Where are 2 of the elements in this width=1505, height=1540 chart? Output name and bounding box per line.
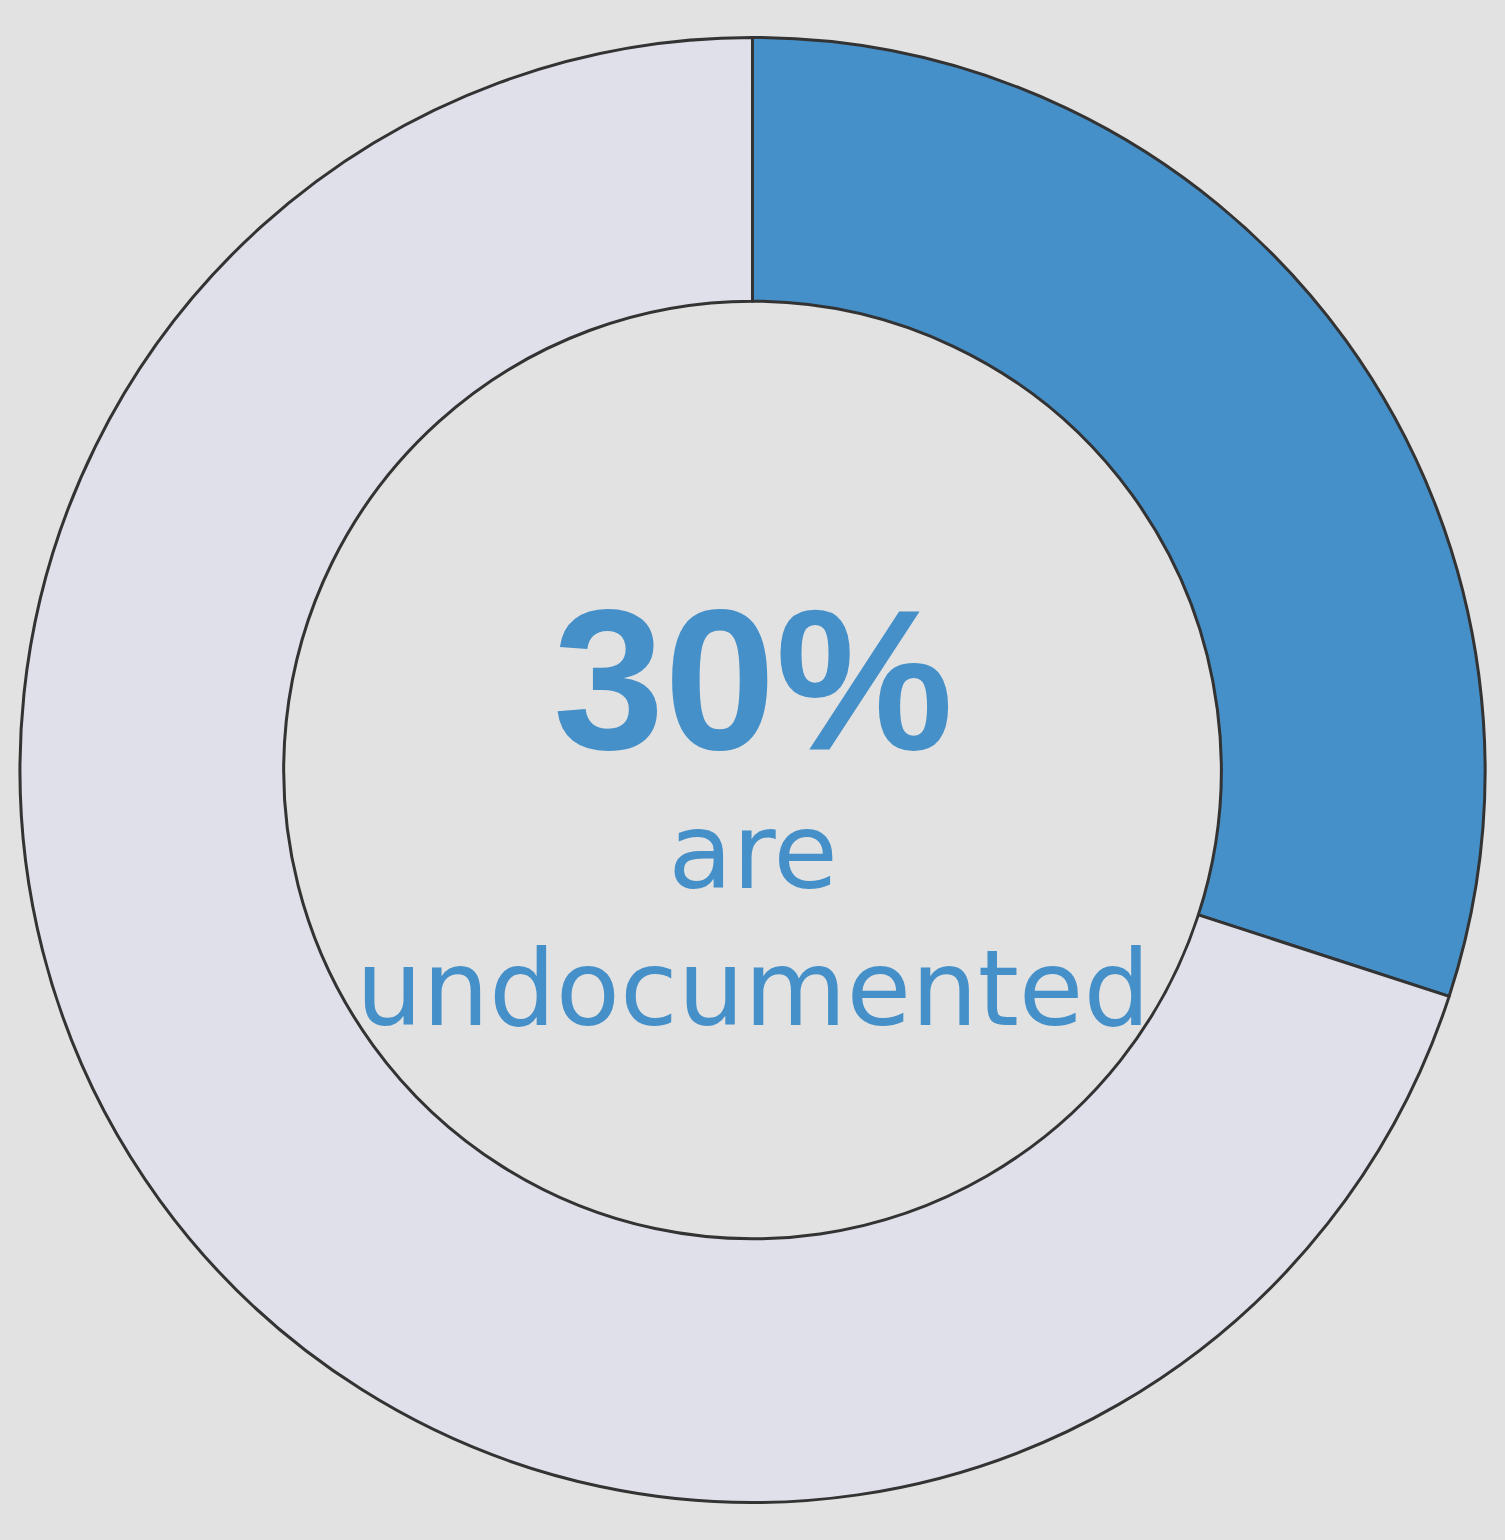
text: are undocumented xyxy=(356,791,1151,1050)
text: 30% xyxy=(553,568,954,791)
